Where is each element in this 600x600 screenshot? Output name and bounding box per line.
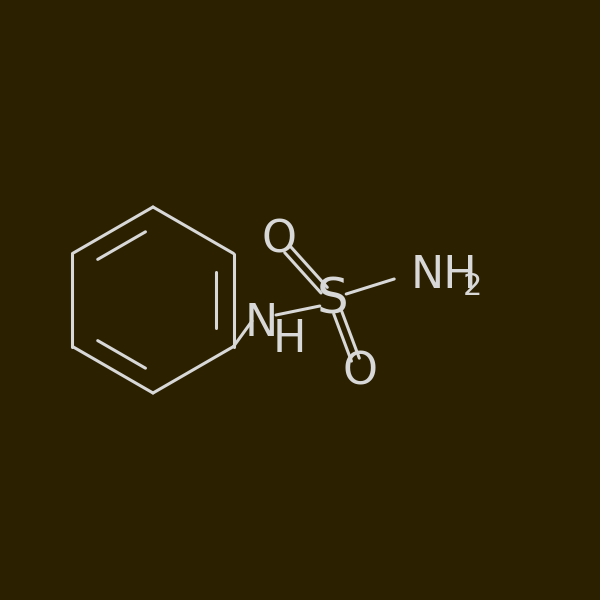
Text: N: N (244, 302, 278, 346)
Text: NH: NH (411, 254, 478, 298)
Text: 2: 2 (463, 272, 482, 301)
Text: O: O (262, 218, 296, 262)
Text: S: S (317, 276, 349, 324)
Text: O: O (343, 350, 377, 394)
Text: H: H (273, 317, 307, 361)
